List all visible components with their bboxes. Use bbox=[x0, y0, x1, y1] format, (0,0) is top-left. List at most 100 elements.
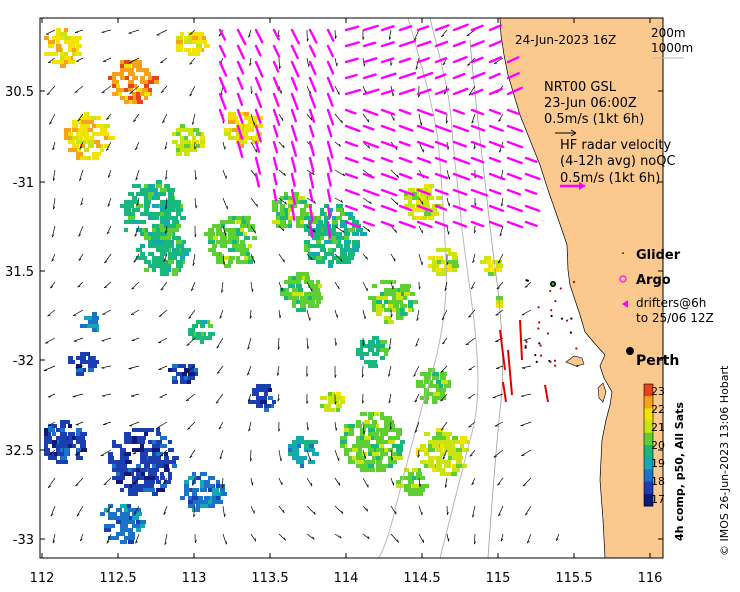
hf-radar-arrow bbox=[416, 40, 432, 48]
current-arrow bbox=[390, 505, 397, 515]
current-arrowhead bbox=[524, 286, 528, 288]
sst-pixel bbox=[232, 136, 239, 140]
sst-pixel bbox=[380, 304, 385, 308]
current-arrowhead bbox=[444, 288, 447, 291]
sst-pixel bbox=[380, 348, 385, 352]
sst-pixel bbox=[204, 504, 210, 508]
current-arrow bbox=[306, 253, 313, 261]
sst-pixel bbox=[200, 136, 205, 140]
hf-radar-arrow bbox=[524, 172, 541, 181]
sst-pixel bbox=[188, 376, 192, 380]
current-arrowhead bbox=[414, 430, 418, 433]
sst-pixel bbox=[444, 436, 450, 440]
sst-pixel bbox=[72, 124, 78, 128]
hf-radar-arrow bbox=[470, 172, 484, 179]
sst-pixel bbox=[112, 512, 117, 516]
sst-pixel bbox=[240, 244, 244, 248]
sst-pixel bbox=[356, 464, 362, 468]
sst-pixel bbox=[296, 308, 302, 312]
sst-pixel bbox=[196, 500, 201, 504]
sst-pixel bbox=[364, 436, 371, 440]
sst-pixel bbox=[168, 200, 173, 204]
current-arrowhead bbox=[107, 175, 111, 178]
sst-pixel bbox=[160, 204, 164, 208]
current-arrow bbox=[194, 169, 197, 180]
current-arrowhead bbox=[189, 93, 193, 97]
drifter-point bbox=[554, 364, 557, 367]
hf-radar-arrow bbox=[506, 140, 524, 149]
current-arrow bbox=[362, 393, 364, 404]
current-arrowhead bbox=[52, 178, 56, 181]
sst-pixel bbox=[436, 396, 443, 400]
sst-pixel bbox=[76, 364, 82, 368]
current-arrowhead bbox=[248, 428, 251, 432]
sst-pixel bbox=[312, 440, 318, 444]
sst-pixel bbox=[200, 332, 204, 336]
sst-pixel bbox=[344, 260, 351, 264]
sst-pixel bbox=[156, 212, 160, 216]
sst-pixel bbox=[160, 200, 164, 204]
sst-pixel bbox=[308, 444, 314, 448]
sst-pixel bbox=[384, 352, 388, 356]
current-arrowhead bbox=[106, 117, 110, 120]
sst-pixel bbox=[176, 36, 183, 40]
current-arrow bbox=[101, 365, 112, 369]
sst-pixel bbox=[452, 452, 459, 456]
sst-pixel bbox=[128, 88, 133, 92]
sst-pixel bbox=[328, 400, 334, 404]
hf-radar-arrow bbox=[434, 88, 450, 96]
sst-pixel bbox=[400, 312, 407, 316]
current-arrowhead bbox=[106, 231, 110, 235]
sst-pixel bbox=[68, 40, 73, 44]
sst-pixel bbox=[292, 192, 299, 196]
current-arrowhead bbox=[368, 145, 370, 149]
hf-radar-arrow bbox=[488, 24, 502, 32]
hf-radar-arrow bbox=[452, 124, 470, 133]
sst-pixel bbox=[148, 488, 155, 492]
sst-pixel bbox=[136, 524, 140, 528]
sst-pixel bbox=[144, 452, 148, 456]
sst-pixel bbox=[220, 260, 224, 264]
sst-pixel bbox=[124, 440, 128, 444]
current-arrow bbox=[388, 393, 392, 404]
current-arrow bbox=[250, 197, 258, 207]
sst-pixel bbox=[104, 528, 111, 532]
sst-pixel bbox=[400, 440, 405, 444]
sst-pixel bbox=[376, 344, 383, 348]
sst-pixel bbox=[200, 132, 204, 136]
sst-pixel bbox=[120, 472, 124, 476]
current-arrow bbox=[77, 281, 84, 288]
sst-pixel bbox=[136, 88, 142, 92]
sst-pixel bbox=[172, 256, 177, 260]
sst-pixel bbox=[292, 304, 296, 308]
sst-pixel bbox=[160, 216, 166, 220]
sst-pixel bbox=[196, 508, 200, 512]
sst-pixel bbox=[160, 252, 166, 256]
drifter-point bbox=[549, 360, 552, 364]
sst-pixel bbox=[296, 440, 301, 444]
hf-radar-arrow bbox=[470, 188, 489, 197]
sst-pixel bbox=[200, 484, 204, 488]
sst-pixel bbox=[160, 224, 164, 228]
colorbar-tick: 21 bbox=[651, 421, 665, 434]
sst-pixel bbox=[100, 132, 106, 136]
sst-pixel bbox=[420, 196, 424, 200]
current-arrowhead bbox=[440, 428, 444, 431]
current-arrowhead bbox=[194, 146, 197, 150]
hf-radar-arrow bbox=[272, 156, 279, 171]
sst-pixel bbox=[324, 220, 328, 224]
colorbar-segment bbox=[644, 396, 653, 409]
sst-pixel bbox=[388, 440, 395, 444]
current-arrowhead bbox=[283, 172, 286, 176]
sst-pixel bbox=[148, 472, 152, 476]
current-arrow bbox=[361, 365, 364, 378]
sst-pixel bbox=[444, 264, 451, 268]
sst-pixel bbox=[324, 240, 330, 244]
current-arrow bbox=[156, 421, 168, 429]
sst-pixel bbox=[368, 448, 374, 452]
sst-pixel bbox=[420, 488, 425, 492]
sst-pixel bbox=[324, 404, 331, 408]
sst-pixel bbox=[368, 296, 374, 300]
drifter-point bbox=[549, 289, 552, 293]
sst-pixel bbox=[140, 76, 145, 80]
